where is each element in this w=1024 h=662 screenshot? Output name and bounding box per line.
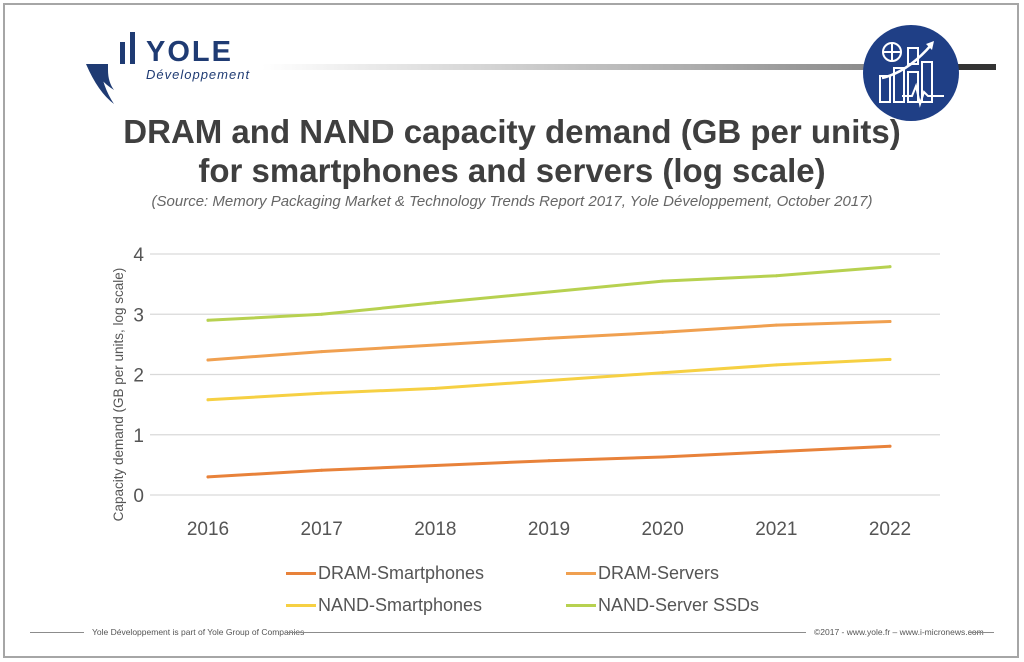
- x-tick-label: 2021: [755, 519, 797, 540]
- data-point: [206, 475, 210, 479]
- data-point: [433, 386, 437, 390]
- x-tick-label: 2020: [642, 519, 684, 540]
- legend-swatch: [566, 572, 596, 575]
- data-point: [320, 468, 324, 472]
- x-tick-label: 2022: [869, 519, 911, 540]
- y-tick-label: 4: [133, 245, 144, 266]
- data-point: [320, 350, 324, 354]
- data-point: [661, 330, 665, 334]
- legend-swatch: [286, 604, 316, 607]
- x-tick-label: 2018: [414, 519, 456, 540]
- chart-title-line-1: DRAM and NAND capacity demand (GB per un…: [123, 113, 901, 150]
- footer-rule-middle: [286, 632, 806, 633]
- header-rule-end: [958, 64, 996, 70]
- y-tick-label: 3: [133, 305, 144, 326]
- logo-wordmark: YOLE: [146, 36, 233, 68]
- data-point: [547, 379, 551, 383]
- data-point: [547, 336, 551, 340]
- x-tick-label: 2017: [301, 519, 343, 540]
- x-tick-label: 2016: [187, 519, 229, 540]
- data-point: [774, 450, 778, 454]
- chart-title: DRAM and NAND capacity demand (GB per un…: [0, 112, 1024, 190]
- legend-swatch: [566, 604, 596, 607]
- series-line-1: [206, 320, 892, 362]
- footer-rule-left: [30, 632, 84, 633]
- footer-company-note: Yole Développement is part of Yole Group…: [92, 627, 305, 637]
- yole-logo-mark: [86, 32, 135, 104]
- data-point: [661, 279, 665, 283]
- data-point: [206, 398, 210, 402]
- data-point: [433, 463, 437, 467]
- data-point: [547, 459, 551, 463]
- legend-label: DRAM-Smartphones: [318, 563, 485, 583]
- data-point: [320, 312, 324, 316]
- data-point: [888, 265, 892, 269]
- line-chart: 0 1 2 3 4 2016 2017 2018 2019 2020 2021 2022 Capacit…: [111, 245, 940, 540]
- header-rule: [262, 64, 866, 70]
- legend-label: NAND-Server SSDs: [598, 595, 760, 615]
- y-axis-label: Capacity demand (GB per units, log scale…: [111, 268, 126, 522]
- legend-label: NAND-Smartphones: [318, 595, 483, 615]
- data-point: [774, 274, 778, 278]
- data-point: [547, 290, 551, 294]
- legend-swatch: [286, 572, 316, 575]
- data-point: [774, 363, 778, 367]
- data-point: [433, 301, 437, 305]
- series-line-3: [206, 265, 892, 322]
- page-frame: [3, 3, 1019, 658]
- data-point: [433, 343, 437, 347]
- data-point: [774, 323, 778, 327]
- data-point: [888, 357, 892, 361]
- data-point: [888, 444, 892, 448]
- chart-source-note: (Source: Memory Packaging Market & Techn…: [151, 193, 873, 210]
- data-point: [206, 318, 210, 322]
- footer-rule-right: [968, 632, 994, 633]
- chart-title-line-2: for smartphones and servers (log scale): [198, 152, 826, 189]
- legend-label: DRAM-Servers: [598, 563, 720, 583]
- data-point: [320, 391, 324, 395]
- footer-copyright: ©2017 - www.yole.fr – www.i-micronews.co…: [814, 627, 984, 637]
- y-tick-label: 0: [133, 486, 144, 507]
- data-point: [661, 455, 665, 459]
- analytics-badge-icon: [863, 25, 959, 121]
- y-tick-label: 2: [133, 366, 144, 387]
- data-point: [661, 371, 665, 375]
- data-point: [888, 319, 892, 323]
- x-tick-label: 2019: [528, 519, 570, 540]
- data-point: [206, 358, 210, 362]
- logo-subtitle: Développement: [146, 67, 251, 82]
- y-tick-label: 1: [133, 426, 144, 447]
